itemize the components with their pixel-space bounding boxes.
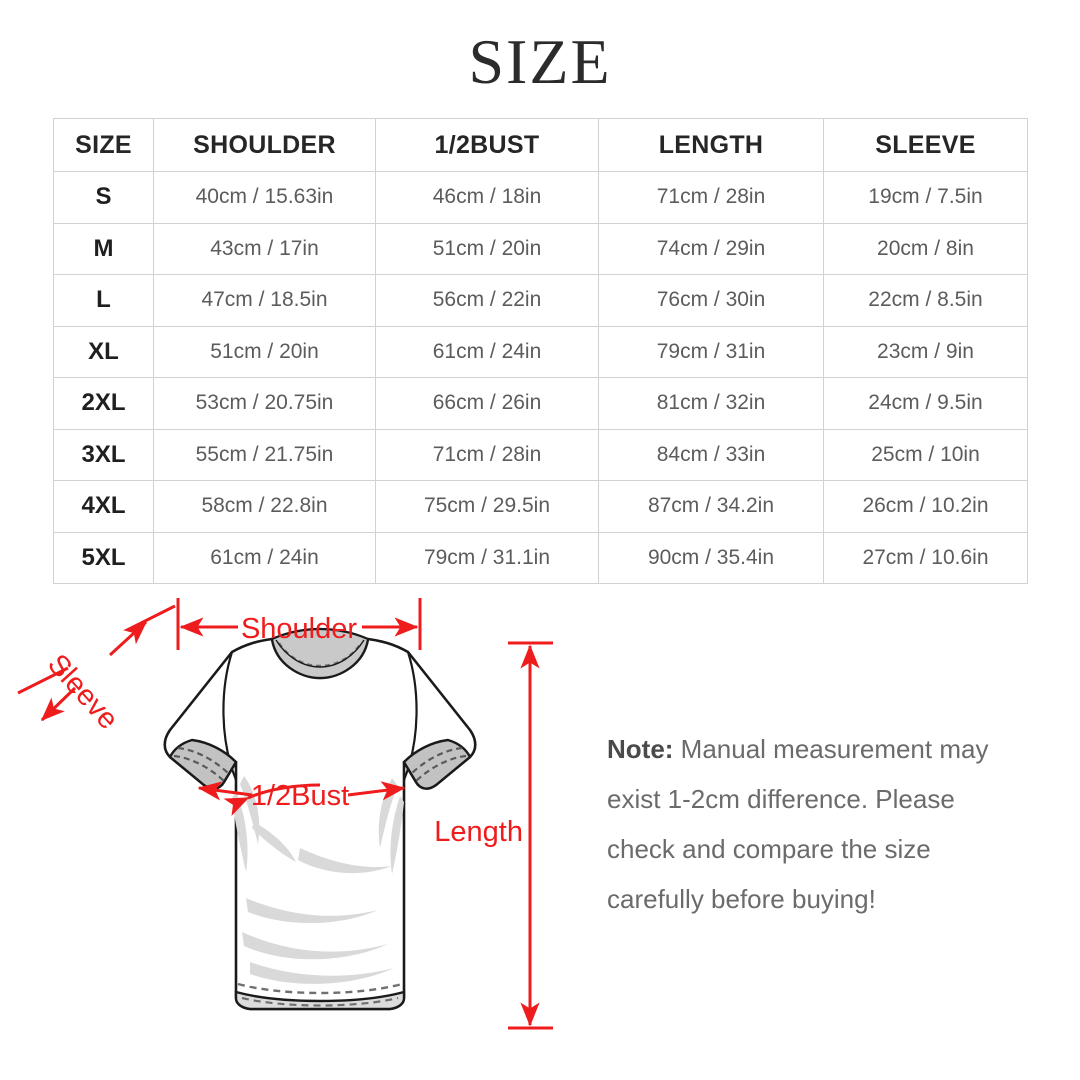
size-chart-table: SIZE SHOULDER 1/2BUST LENGTH SLEEVE S 40… (53, 118, 1028, 584)
cell-half-bust: 71cm / 28in (375, 428, 599, 481)
half-bust-arrow-left-line (197, 781, 253, 801)
sleeve-tick-upper (126, 604, 176, 632)
right-cuff-stitch-2 (415, 754, 467, 782)
cell-length: 74cm / 29in (598, 222, 824, 275)
sleeve-measure-annotation: Sleeve (17, 604, 176, 736)
cell-size: 3XL (53, 428, 154, 481)
cell-size: M (53, 222, 154, 275)
measurement-note: Note: Manual measurement may exist 1-2cm… (607, 724, 1027, 924)
cell-half-bust: 51cm / 20in (375, 222, 599, 275)
column-header-shoulder: SHOULDER (153, 118, 376, 172)
cell-sleeve: 24cm / 9.5in (823, 377, 1028, 430)
cell-half-bust: 61cm / 24in (375, 325, 599, 378)
table-row: M 43cm / 17in 51cm / 20in 74cm / 29in 20… (53, 222, 1028, 275)
cell-length: 76cm / 30in (598, 274, 824, 327)
collar-inner (270, 627, 370, 680)
half-bust-arrow-left (223, 783, 321, 817)
cell-half-bust: 46cm / 18in (375, 171, 599, 224)
hem-stitch-upper (237, 982, 403, 995)
tshirt-measurement-diagram: Shoulder Sleeve 1/2Bust Length (0, 580, 600, 1080)
sleeve-label: Sleeve (41, 648, 124, 735)
cell-size: XL (53, 325, 154, 378)
shoulder-label: Shoulder (241, 613, 357, 645)
half-bust-label: 1/2Bust (251, 780, 349, 812)
cell-shoulder: 55cm / 21.75in (153, 428, 376, 481)
cell-size: S (53, 171, 154, 224)
cell-shoulder: 51cm / 20in (153, 325, 376, 378)
cell-length: 87cm / 34.2in (598, 480, 824, 533)
size-chart-table-container: SIZE SHOULDER 1/2BUST LENGTH SLEEVE S 40… (53, 118, 1028, 584)
cell-sleeve: 26cm / 10.2in (823, 480, 1028, 533)
length-label: Length (434, 816, 523, 848)
length-measure-annotation: Length (434, 641, 553, 1030)
right-cuff-stitch (411, 746, 463, 774)
cell-half-bust: 56cm / 22in (375, 274, 599, 327)
cell-size: 5XL (53, 531, 154, 584)
cell-sleeve: 19cm / 7.5in (823, 171, 1028, 224)
column-header-sleeve: SLEEVE (823, 118, 1028, 172)
column-header-size: SIZE (53, 118, 154, 172)
cell-sleeve: 25cm / 10in (823, 428, 1028, 481)
cell-shoulder: 58cm / 22.8in (153, 480, 376, 533)
column-header-length: LENGTH (598, 118, 824, 172)
table-row: L 47cm / 18.5in 56cm / 22in 76cm / 30in … (53, 274, 1028, 327)
column-header-half-bust: 1/2BUST (375, 118, 599, 172)
collar-edge (275, 639, 365, 668)
note-label: Note: (607, 734, 674, 764)
cell-shoulder: 53cm / 20.75in (153, 377, 376, 430)
bottom-hem (234, 990, 406, 1011)
cell-sleeve: 23cm / 9in (823, 325, 1028, 378)
cell-shoulder: 43cm / 17in (153, 222, 376, 275)
half-bust-arrow-right-line (347, 781, 406, 801)
sleeve-arrow-upper (108, 620, 148, 657)
cell-shoulder: 61cm / 24in (153, 531, 376, 584)
cell-sleeve: 27cm / 10.6in (823, 531, 1028, 584)
cell-half-bust: 79cm / 31.1in (375, 531, 599, 584)
cell-sleeve: 22cm / 8.5in (823, 274, 1028, 327)
cell-size: 4XL (53, 480, 154, 533)
sleeve-arrow-lower (40, 686, 77, 722)
cell-half-bust: 66cm / 26in (375, 377, 599, 430)
table-row: 3XL 55cm / 21.75in 71cm / 28in 84cm / 33… (53, 428, 1028, 481)
half-bust-measure-annotation: 1/2Bust (197, 780, 406, 817)
left-cuff-stitch (177, 746, 229, 774)
table-row: S 40cm / 15.63in 46cm / 18in 71cm / 28in… (53, 171, 1028, 224)
cell-length: 71cm / 28in (598, 171, 824, 224)
shoulder-measure-annotation: Shoulder (176, 598, 422, 650)
cell-size: L (53, 274, 154, 327)
cell-length: 84cm / 33in (598, 428, 824, 481)
table-row: 5XL 61cm / 24in 79cm / 31.1in 90cm / 35.… (53, 531, 1028, 584)
note-text: Manual measurement may exist 1-2cm diffe… (607, 734, 989, 914)
cell-shoulder: 47cm / 18.5in (153, 274, 376, 327)
table-row: 2XL 53cm / 20.75in 66cm / 26in 81cm / 32… (53, 377, 1028, 430)
table-header-row: SIZE SHOULDER 1/2BUST LENGTH SLEEVE (53, 118, 1028, 172)
cell-size: 2XL (53, 377, 154, 430)
hem-stitch-lower (241, 996, 399, 1007)
left-cuff-stitch-2 (173, 754, 225, 782)
cell-half-bust: 75cm / 29.5in (375, 480, 599, 533)
cell-shoulder: 40cm / 15.63in (153, 171, 376, 224)
table-row: XL 51cm / 20in 61cm / 24in 79cm / 31in 2… (53, 325, 1028, 378)
table-row: 4XL 58cm / 22.8in 75cm / 29.5in 87cm / 3… (53, 480, 1028, 533)
cell-length: 90cm / 35.4in (598, 531, 824, 584)
sleeve-tick-lower (17, 666, 69, 695)
cell-length: 81cm / 32in (598, 377, 824, 430)
page-title: SIZE (468, 26, 612, 97)
cell-sleeve: 20cm / 8in (823, 222, 1028, 275)
tshirt-illustration (163, 627, 477, 1011)
cell-length: 79cm / 31in (598, 325, 824, 378)
